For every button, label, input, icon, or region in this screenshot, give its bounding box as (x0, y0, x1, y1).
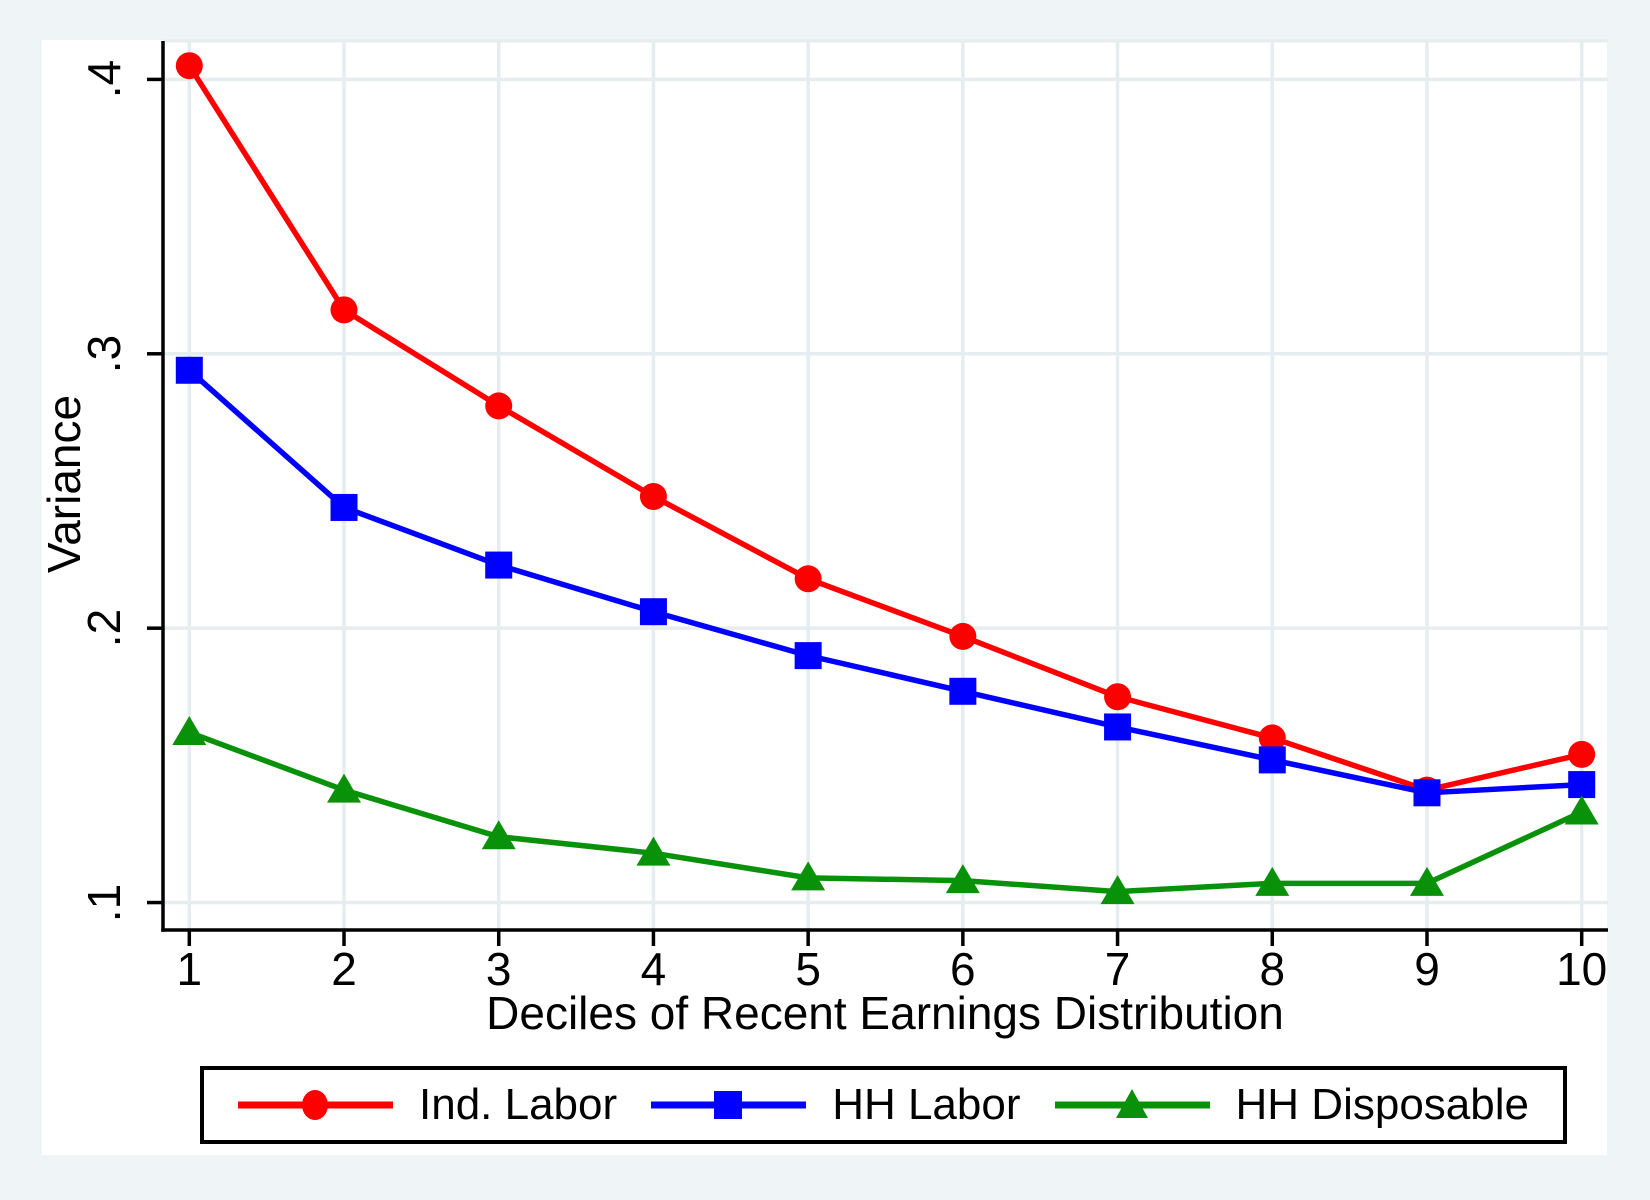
marker-triangle-hh-disposable (1564, 795, 1599, 825)
marker-triangle-hh-disposable (1100, 875, 1135, 905)
legend-marker-triangle (1115, 1089, 1148, 1118)
marker-circle-ind-labor (1258, 724, 1286, 752)
marker-circle-ind-labor (949, 622, 977, 650)
marker-circle-ind-labor (485, 392, 513, 420)
graph-background (42, 40, 1607, 1155)
legend-item-ind-labor: Ind. Labor (238, 1083, 617, 1127)
marker-triangle-hh-disposable (1409, 866, 1444, 896)
marker-square-hh-labor (485, 551, 513, 579)
marker-triangle-hh-disposable (481, 820, 516, 850)
marker-square-hh-labor (794, 642, 822, 670)
marker-circle-ind-labor (639, 482, 667, 510)
marker-square-hh-labor (1568, 771, 1596, 799)
marker-triangle-hh-disposable (791, 861, 826, 891)
marker-square-hh-labor (949, 677, 977, 705)
marker-triangle-hh-disposable (1255, 866, 1290, 896)
marker-square-hh-labor (639, 598, 667, 626)
legend-triangle-swatch-icon (1054, 1089, 1210, 1118)
series-line-hh-labor (186, 367, 1585, 796)
marker-circle-ind-labor (1568, 740, 1596, 768)
marker-triangle-hh-disposable (172, 715, 207, 745)
legend-label-hh-disposable: HH Disposable (1235, 1080, 1529, 1129)
legend-marker-square (714, 1091, 743, 1119)
marker-square-hh-labor (1413, 779, 1441, 807)
legend-marker-circle (302, 1090, 328, 1120)
legend-item-hh-labor: HH Labor (651, 1080, 1021, 1129)
marker-square-hh-labor (330, 493, 358, 521)
marker-circle-ind-labor (175, 52, 203, 80)
legend-label-ind-labor: Ind. Labor (419, 1080, 618, 1129)
marker-square-hh-labor (175, 356, 203, 384)
marker-triangle-hh-disposable (945, 864, 980, 894)
marker-square-hh-labor (1258, 746, 1286, 774)
legend: Ind. Labor HH Labor HH Disposable (200, 1066, 1567, 1144)
marker-triangle-hh-disposable (327, 773, 362, 803)
marker-square-hh-labor (1104, 713, 1132, 741)
legend-circle-swatch-icon (238, 1090, 393, 1120)
series-line-ind-labor (186, 62, 1585, 793)
legend-label-hh-labor: HH Labor (832, 1080, 1021, 1129)
marker-triangle-hh-disposable (636, 836, 671, 866)
legend-square-swatch-icon (651, 1091, 807, 1119)
marker-circle-ind-labor (1104, 683, 1132, 711)
marker-circle-ind-labor (794, 565, 822, 593)
marker-circle-ind-labor (330, 296, 358, 324)
legend-item-hh-disposable: HH Disposable (1054, 1080, 1529, 1129)
series-line-hh-disposable (186, 729, 1585, 895)
